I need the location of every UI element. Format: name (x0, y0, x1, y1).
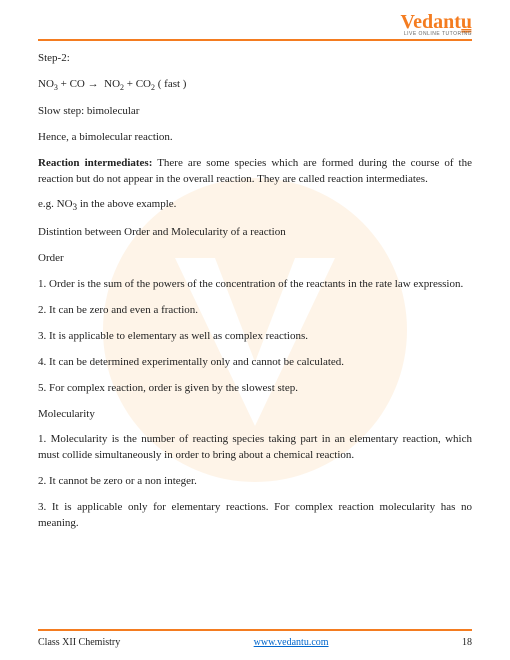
footer-rule (38, 629, 472, 631)
header: Vedantu͇ LIVE ONLINE TUTORING (38, 12, 472, 37)
page-container: Vedantu͇ LIVE ONLINE TUTORING Step-2: NO… (0, 0, 510, 660)
reaction-equation: NO3 + CO → NO2 + CO2 ( fast ) (38, 77, 472, 94)
order-item-5: 5. For complex reaction, order is given … (38, 381, 472, 397)
order-heading: Order (38, 251, 472, 267)
document-body: Step-2: NO3 + CO → NO2 + CO2 ( fast ) Sl… (38, 51, 472, 532)
intermediates-label: Reaction intermediates: (38, 157, 152, 169)
molecularity-item-3: 3. It is applicable only for elementary … (38, 500, 472, 532)
footer-row: Class XII Chemistry www.vedantu.com 18 (38, 637, 472, 648)
footer: Class XII Chemistry www.vedantu.com 18 (38, 629, 472, 648)
molecularity-item-1: 1. Molecularity is the number of reactin… (38, 432, 472, 464)
footer-link[interactable]: www.vedantu.com (254, 637, 329, 648)
intermediates-paragraph: Reaction intermediates: There are some s… (38, 156, 472, 188)
molecularity-heading: Molecularity (38, 407, 472, 423)
footer-page-number: 18 (462, 637, 472, 648)
step-label: Step-2: (38, 51, 472, 67)
brand-tagline: LIVE ONLINE TUTORING (400, 31, 472, 37)
brand-block: Vedantu͇ LIVE ONLINE TUTORING (400, 12, 472, 37)
distinction-heading: Distintion between Order and Molecularit… (38, 225, 472, 241)
order-item-2: 2. It can be zero and even a fraction. (38, 303, 472, 319)
order-item-3: 3. It is applicable to elementary as wel… (38, 329, 472, 345)
hence-text: Hence, a bimolecular reaction. (38, 130, 472, 146)
molecularity-item-2: 2. It cannot be zero or a non integer. (38, 474, 472, 490)
header-rule (38, 39, 472, 41)
footer-class-label: Class XII Chemistry (38, 637, 120, 648)
order-item-4: 4. It can be determined experimentally o… (38, 355, 472, 371)
order-item-1: 1. Order is the sum of the powers of the… (38, 277, 472, 293)
brand-logo: Vedantu͇ (400, 12, 472, 32)
example-text: e.g. NO3 in the above example. (38, 197, 472, 214)
slow-step-text: Slow step: bimolecular (38, 104, 472, 120)
